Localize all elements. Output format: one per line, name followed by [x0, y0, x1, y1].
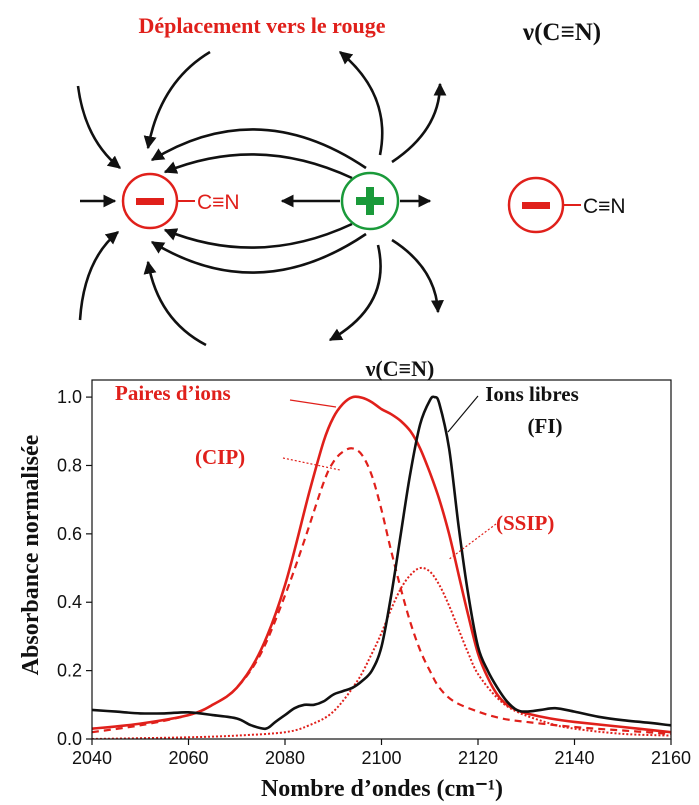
series-line-2	[92, 566, 671, 739]
annotation-ssip: (SSIP)	[496, 511, 554, 535]
field-diagram: Déplacement vers le rouge ν(C≡N)	[76, 13, 626, 347]
y-tick-label: 0.2	[57, 661, 82, 681]
minus-icon	[522, 202, 550, 209]
series-group	[92, 395, 671, 739]
y-tick-label: 0.4	[57, 592, 82, 612]
leader-ions-libres	[447, 395, 479, 433]
annotation-cip: (CIP)	[195, 445, 245, 469]
field-arrow	[150, 128, 367, 170]
series-line-0	[92, 395, 671, 734]
leader-cip	[282, 457, 341, 471]
y-tick-label: 1.0	[57, 387, 82, 407]
field-arrow	[328, 244, 382, 342]
series-line-1	[92, 447, 671, 735]
redshift-label: Déplacement vers le rouge	[138, 13, 385, 38]
x-tick-label: 2160	[651, 748, 691, 768]
field-arrow	[143, 260, 207, 347]
y-tick-label: 0.6	[57, 524, 82, 544]
x-tick-label: 2040	[72, 748, 112, 768]
field-arrow	[391, 82, 447, 164]
annotation-paires: Paires d’ions	[115, 381, 231, 405]
x-tick-label: 2140	[554, 748, 594, 768]
x-axis: 2040 2060 2080 2100 2120 2140 2160	[72, 739, 691, 768]
cyanide-label: C≡N	[197, 191, 240, 214]
field-arrow	[76, 85, 122, 170]
plot-frame	[91, 379, 672, 740]
x-axis-label: Nombre d’ondes (cm⁻¹)	[261, 776, 503, 802]
field-arrow	[163, 222, 353, 249]
series-line-3	[92, 395, 671, 731]
anion-group: C≡N	[121, 172, 240, 230]
free-cyanide-label: C≡N	[583, 195, 626, 218]
vibration-label-top: ν(C≡N)	[522, 19, 601, 46]
annotation-ions-libres: Ions libres	[485, 382, 579, 406]
field-arrow	[150, 232, 367, 274]
y-axis-label: Absorbance normalisée	[18, 434, 44, 675]
chart-title: ν(C≡N)	[365, 356, 435, 381]
field-arrow	[163, 153, 353, 180]
annotation-fi: (FI)	[528, 414, 563, 438]
field-arrow	[391, 238, 444, 314]
x-tick-label: 2100	[361, 748, 401, 768]
field-arrow	[78, 230, 120, 321]
y-tick-label: 0.8	[57, 455, 82, 475]
y-tick-label: 0.0	[57, 729, 82, 749]
annotations: Paires d’ions (CIP) (SSIP) Ions libres (…	[115, 381, 579, 561]
x-tick-label: 2060	[168, 748, 208, 768]
field-arrow	[338, 50, 384, 156]
free-anion-group: C≡N	[507, 176, 626, 234]
x-tick-label: 2120	[458, 748, 498, 768]
plus-icon	[366, 187, 374, 215]
y-axis: 0.0 0.2 0.4 0.6 0.8 1.0	[57, 387, 92, 749]
field-lines	[76, 50, 447, 347]
chart: ν(C≡N) 2040 2060 2080 2100 2120 2140 2160 0.00…	[18, 356, 691, 802]
x-tick-label: 2080	[265, 748, 305, 768]
field-arrow	[143, 50, 211, 150]
leader-paires	[289, 399, 337, 408]
cation-group	[340, 171, 400, 231]
minus-icon	[136, 198, 164, 205]
leader-ssip	[447, 523, 497, 561]
